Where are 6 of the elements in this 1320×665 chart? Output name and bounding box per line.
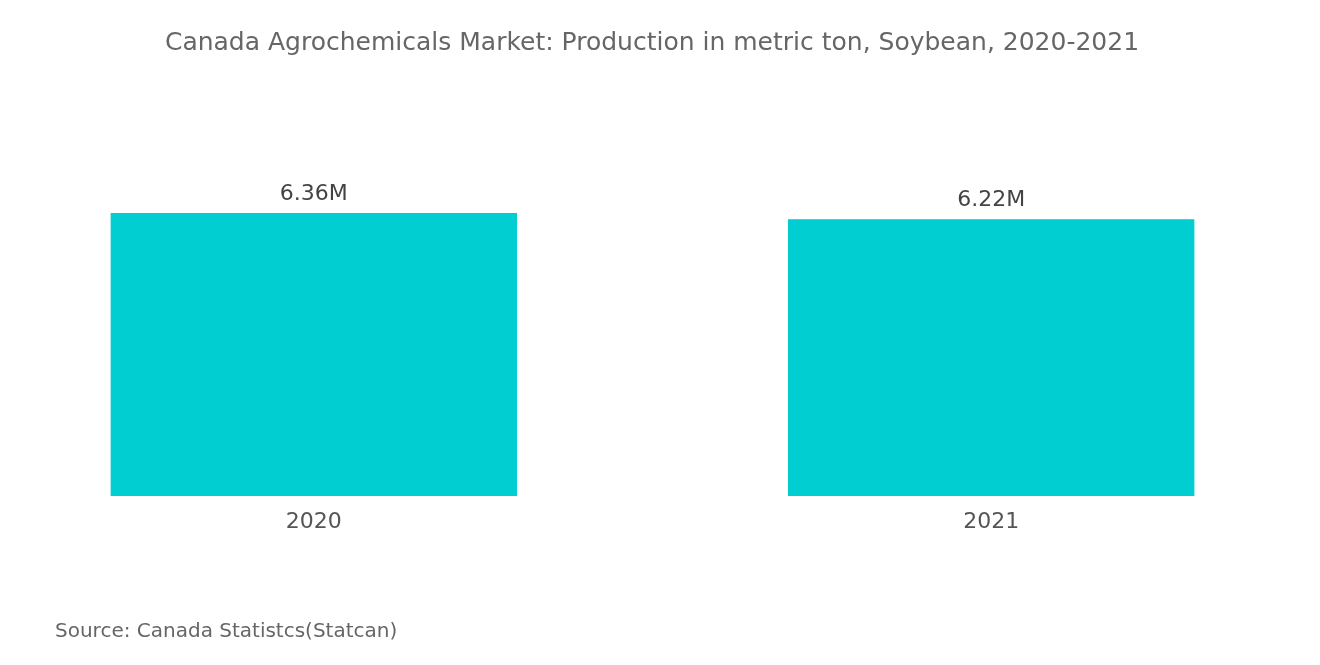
data-label: 6.36M bbox=[279, 180, 348, 205]
chart-title: Canada Agrochemicals Market: Production in metric ton, Soybean, 2020-2021 bbox=[164, 27, 1140, 56]
x-tick-label: 2021 bbox=[963, 507, 1020, 533]
data-label: 6.22M bbox=[957, 186, 1026, 212]
x-tick-label: 2020 bbox=[285, 507, 342, 533]
source-note: Source: Canada Statistcs(Statcan) bbox=[55, 618, 398, 642]
